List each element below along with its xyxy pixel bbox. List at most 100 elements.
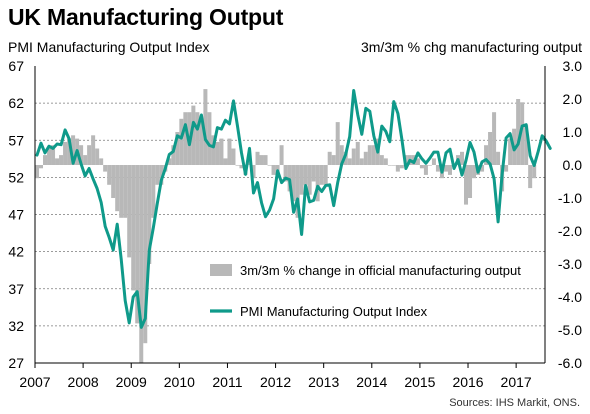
bar: [355, 141, 360, 165]
bar: [435, 165, 440, 172]
bar: [235, 165, 240, 166]
bar: [171, 145, 176, 165]
bar: [307, 165, 312, 195]
bar: [379, 155, 384, 165]
bar: [472, 165, 477, 179]
bar: [231, 148, 236, 165]
bar: [508, 138, 513, 165]
left-axis-title: PMI Manufacturing Output Index: [8, 39, 210, 55]
bar: [131, 165, 136, 291]
bar: [319, 165, 324, 185]
x-tick-label: 2016: [452, 374, 483, 390]
bar: [111, 165, 116, 198]
bar: [431, 158, 436, 165]
bar: [99, 158, 104, 165]
bar: [159, 165, 164, 185]
bar: [103, 165, 108, 172]
y-right-tick-label: -3.0: [558, 256, 582, 272]
y-right-tick-label: -6.0: [558, 355, 582, 371]
bar: [331, 155, 336, 165]
bar: [107, 165, 112, 185]
bar: [504, 165, 509, 172]
bar: [460, 151, 465, 165]
bar: [427, 165, 432, 166]
bar: [203, 89, 208, 165]
bar: [496, 151, 501, 165]
bar: [371, 145, 376, 165]
y-left-tick-label: 27: [8, 355, 24, 371]
bar: [443, 165, 448, 172]
x-tick-label: 2017: [501, 374, 532, 390]
legend: 3m/3m % change in official manufacturing…: [210, 263, 521, 319]
bar: [43, 155, 48, 165]
x-tick-label: 2012: [260, 374, 291, 390]
bar: [155, 165, 160, 185]
bar: [311, 165, 316, 182]
legend-label-bars: 3m/3m % change in official manufacturing…: [240, 263, 521, 278]
bar: [83, 155, 88, 165]
y-right-tick-label: -1.0: [558, 190, 582, 206]
x-tick-label: 2011: [212, 374, 242, 390]
y-left-tick-label: 57: [8, 132, 24, 148]
bar: [327, 151, 332, 165]
bar: [299, 165, 304, 195]
bar: [91, 135, 96, 165]
bar: [383, 158, 388, 165]
bar: [532, 165, 537, 179]
bar: [291, 165, 296, 202]
bar: [267, 165, 272, 166]
source-note: Sources: IHS Markit, ONS.: [449, 397, 580, 409]
bar: [59, 155, 64, 165]
bar-series: [35, 89, 537, 363]
bar: [395, 165, 400, 172]
x-tick-label: 2008: [68, 374, 99, 390]
bar: [223, 158, 228, 165]
bar: [151, 165, 156, 218]
bar: [295, 165, 300, 218]
bar: [419, 165, 424, 169]
bar: [363, 151, 368, 165]
bar: [488, 132, 493, 165]
bar: [399, 165, 404, 169]
x-tick-label: 2014: [356, 374, 387, 390]
bar: [367, 145, 372, 165]
bar: [387, 165, 392, 166]
bar: [447, 165, 452, 175]
bar: [271, 165, 276, 175]
bar: [167, 158, 172, 165]
bar: [119, 165, 124, 218]
y-left-tick-label: 67: [8, 58, 24, 74]
bar: [415, 158, 420, 165]
bar: [123, 165, 128, 218]
bar: [227, 138, 232, 165]
bar: [359, 158, 364, 165]
bar: [51, 145, 56, 165]
bar: [55, 158, 60, 165]
bar: [39, 165, 44, 169]
x-tick-label: 2013: [308, 374, 339, 390]
bar: [464, 165, 469, 205]
x-tick-label: 2015: [404, 374, 435, 390]
x-tick-label: 2007: [19, 374, 50, 390]
bar: [127, 165, 132, 258]
y-right-tick-label: 2.0: [563, 91, 583, 107]
y-left-tick-label: 37: [8, 281, 24, 297]
pmi-line: [35, 89, 552, 329]
y-left-tick-label: 42: [8, 244, 24, 260]
axes: 27 32 37 42 47 52 57 62 67 -6.0 -5.0 -4.0 -3.0 -2.0 -1…: [8, 58, 582, 390]
bar: [179, 118, 184, 165]
bar: [207, 112, 212, 165]
bar: [351, 148, 356, 165]
bar: [95, 148, 100, 165]
bar: [347, 158, 352, 165]
bar: [47, 148, 52, 165]
bar: [191, 105, 196, 165]
bar: [255, 151, 260, 165]
y-left-tick-label: 47: [8, 207, 24, 223]
y-left-tick-label: 32: [8, 318, 24, 334]
line-series: [35, 89, 552, 329]
gridlines: [35, 102, 545, 327]
bar: [339, 145, 344, 165]
bar: [516, 99, 521, 165]
x-tick-label: 2010: [164, 374, 195, 390]
